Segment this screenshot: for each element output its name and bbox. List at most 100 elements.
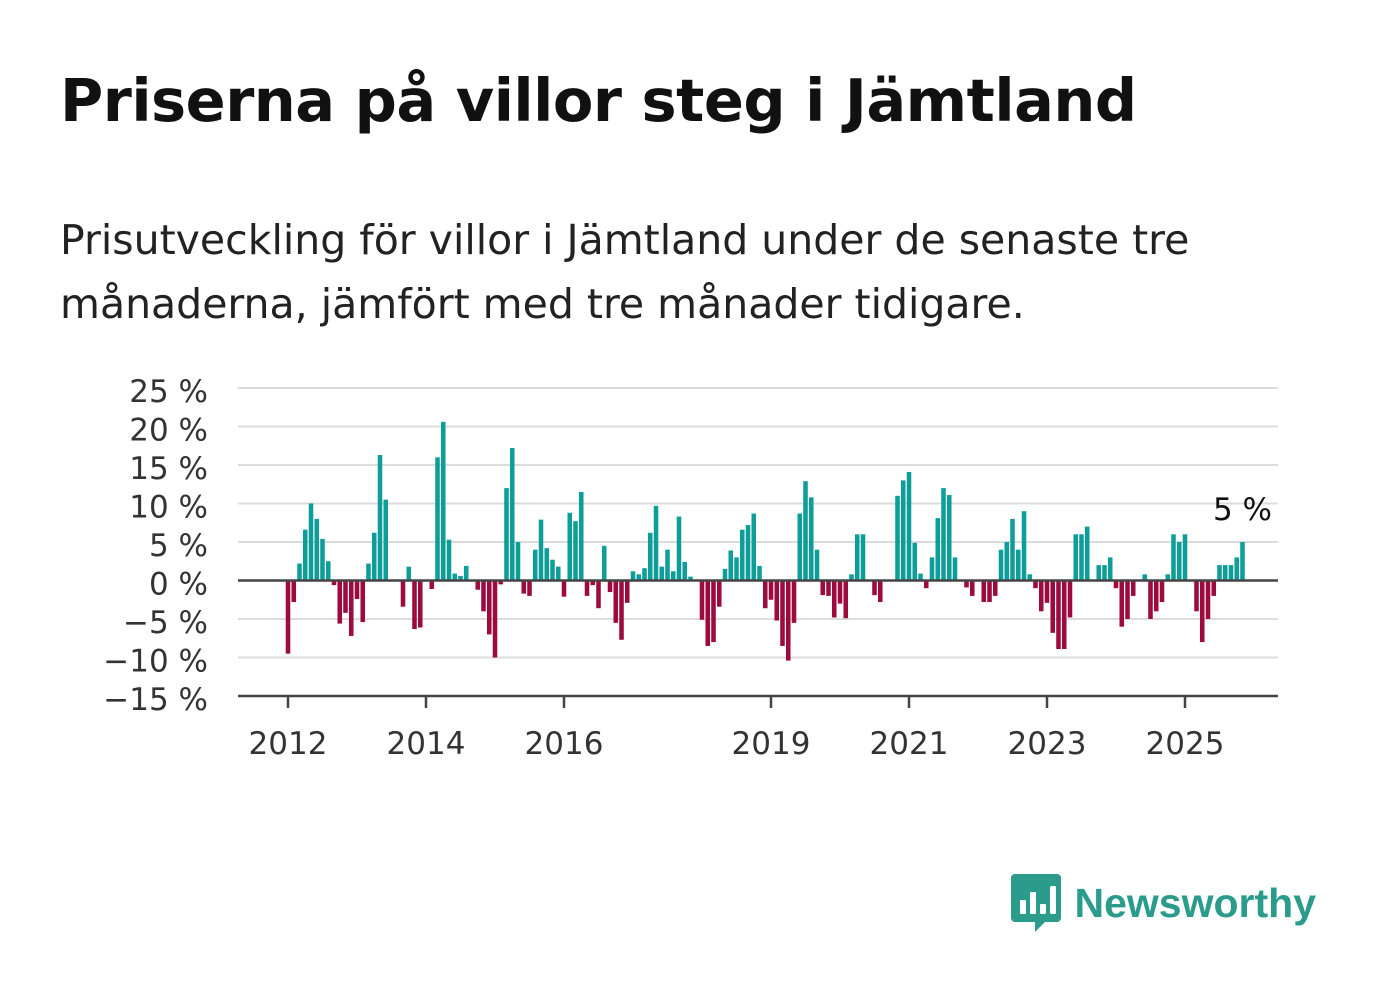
- bar: [624, 580, 630, 603]
- bar: [354, 580, 360, 599]
- bar: [1228, 565, 1234, 581]
- bar: [935, 518, 941, 581]
- bar: [1021, 511, 1027, 581]
- bar: [705, 580, 711, 646]
- bar: [682, 562, 688, 581]
- bar: [383, 499, 389, 581]
- bar: [515, 542, 521, 581]
- bar: [716, 580, 722, 607]
- bar: [544, 548, 550, 581]
- bar: [590, 580, 596, 586]
- bar: [768, 580, 774, 600]
- bar: [941, 488, 946, 581]
- bar: [665, 549, 670, 581]
- bar: [619, 580, 624, 640]
- bar: [371, 532, 377, 581]
- bar: [1067, 580, 1073, 618]
- bar: [486, 580, 492, 635]
- bar: [601, 545, 607, 581]
- bar: [492, 580, 498, 658]
- bar: [814, 549, 820, 581]
- bar: [607, 580, 613, 593]
- y-tick-label: −5 %: [123, 605, 208, 641]
- bar: [578, 491, 584, 581]
- bar: [711, 580, 716, 643]
- bar: [561, 580, 567, 597]
- bar: [1142, 574, 1148, 581]
- bar: [613, 580, 619, 623]
- x-tick-label: 2023: [1008, 726, 1087, 762]
- bar: [900, 480, 906, 581]
- y-tick-label: −10 %: [103, 644, 208, 680]
- y-tick-label: 20 %: [129, 413, 208, 449]
- bar: [440, 421, 446, 581]
- bar: [774, 580, 780, 621]
- bar: [780, 580, 785, 646]
- bar: [722, 568, 728, 581]
- bar: [860, 534, 866, 581]
- bar: [406, 566, 412, 581]
- bar: [584, 580, 590, 596]
- bar: [688, 576, 693, 581]
- x-tick-label: 2019: [732, 726, 811, 762]
- bar-chart: 25 %20 %15 %10 %5 %0 %−5 %−10 %−15 %2012…: [103, 374, 1278, 762]
- y-tick-label: 10 %: [129, 490, 208, 526]
- bar: [400, 580, 406, 607]
- bar: [550, 559, 555, 581]
- y-tick-label: 5 %: [149, 528, 208, 564]
- x-tick-label: 2012: [249, 726, 328, 762]
- bar: [366, 563, 371, 581]
- bar: [417, 580, 423, 628]
- bar: [302, 529, 308, 581]
- bar: [1148, 580, 1153, 619]
- bar: [1079, 534, 1084, 581]
- bar: [458, 575, 463, 581]
- bar: [630, 571, 636, 581]
- bar: [877, 580, 883, 603]
- bar: [762, 580, 768, 609]
- brand: Newsworthy: [1010, 874, 1316, 932]
- bar: [906, 471, 912, 581]
- bar: [567, 512, 573, 581]
- bar: [1234, 557, 1240, 581]
- bar: [757, 565, 762, 581]
- bar: [475, 580, 481, 590]
- bar: [923, 580, 929, 589]
- bar: [676, 516, 682, 581]
- bar: [1205, 580, 1211, 619]
- bar: [412, 580, 417, 630]
- bar: [699, 580, 705, 620]
- bar: [728, 550, 734, 581]
- bar: [1194, 580, 1199, 612]
- bar: [969, 580, 975, 596]
- bar: [452, 573, 458, 581]
- bar: [1199, 580, 1205, 643]
- bar: [797, 513, 803, 581]
- bar: [998, 549, 1004, 581]
- bar: [498, 580, 504, 585]
- bar: [1125, 580, 1130, 619]
- bar: [854, 534, 860, 581]
- bar: [849, 574, 854, 581]
- bar: [1102, 565, 1107, 581]
- bar: [745, 525, 751, 581]
- bar: [647, 532, 653, 581]
- bar: [1027, 574, 1033, 581]
- bar: [1113, 580, 1119, 589]
- y-tick-label: 0 %: [149, 567, 208, 603]
- bar: [946, 495, 952, 581]
- bar: [1165, 574, 1171, 581]
- bar: [918, 573, 923, 581]
- bar: [596, 580, 601, 609]
- bar: [1153, 580, 1159, 612]
- x-tick-label: 2016: [525, 726, 604, 762]
- bar: [308, 503, 314, 581]
- bar: [636, 574, 642, 581]
- bar: [509, 448, 515, 581]
- bar: [521, 580, 527, 594]
- bar: [532, 549, 538, 581]
- last-value-annotation: 5 %: [1213, 492, 1272, 528]
- bar: [1171, 534, 1176, 581]
- bar: [803, 481, 808, 581]
- bar: [481, 580, 486, 612]
